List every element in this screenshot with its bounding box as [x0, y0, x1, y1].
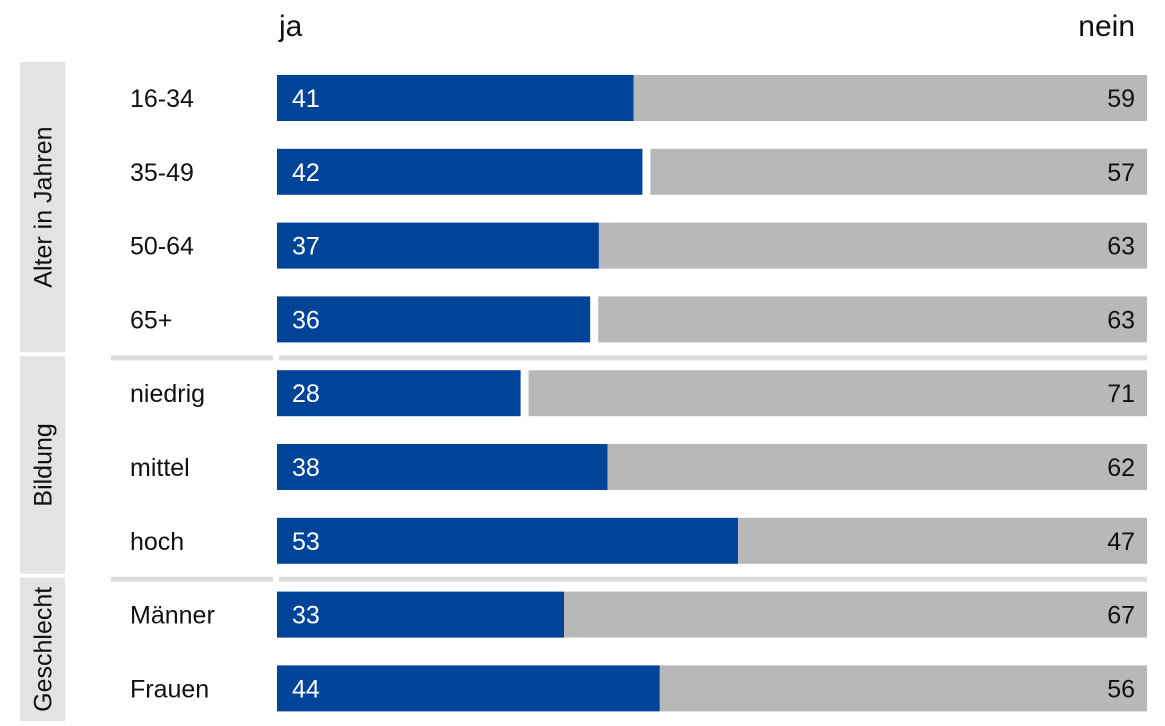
category-label: niedrig [130, 380, 205, 408]
data-label-ja: 53 [292, 528, 320, 556]
category-label: mittel [130, 454, 190, 482]
data-label-ja: 37 [292, 233, 320, 261]
group-separator [111, 355, 273, 361]
data-label-nein: 67 [1107, 602, 1135, 630]
legend-label-ja: ja [278, 10, 303, 43]
group-label: Alter in Jahren [30, 126, 58, 287]
group-label: Bildung [30, 423, 58, 506]
data-label-nein: 47 [1107, 528, 1135, 556]
category-label: 16-34 [130, 85, 194, 113]
group-panel [20, 577, 65, 721]
data-label-nein: 56 [1107, 675, 1135, 703]
bar-ja [277, 444, 608, 490]
group-separator [279, 576, 1147, 582]
category-label: 65+ [130, 306, 172, 334]
group-separator [279, 355, 1147, 361]
bar-nein [598, 222, 1147, 269]
data-label-nein: 71 [1107, 380, 1135, 408]
data-label-ja: 36 [292, 306, 320, 334]
bar-ja [277, 665, 660, 712]
bar-ja [277, 148, 643, 195]
category-label: Männer [130, 602, 215, 630]
category-label: Frauen [130, 675, 209, 703]
legend-label-nein: nein [1078, 10, 1135, 43]
bar-nein [659, 665, 1147, 712]
bar-nein [607, 444, 1147, 490]
data-label-ja: 33 [292, 602, 320, 630]
bar-ja [277, 296, 591, 343]
bar-ja [277, 370, 521, 417]
bar-ja [277, 591, 565, 638]
category-label: 35-49 [130, 159, 194, 187]
group-separator [111, 576, 273, 582]
bar-nein [738, 517, 1147, 564]
group-panel [20, 62, 65, 353]
data-label-nein: 59 [1107, 85, 1135, 113]
data-label-nein: 63 [1107, 233, 1135, 261]
bar-ja [277, 222, 599, 269]
category-label: hoch [130, 528, 184, 556]
data-label-ja: 28 [292, 380, 320, 408]
data-label-nein: 62 [1107, 454, 1135, 482]
data-label-nein: 57 [1107, 159, 1135, 187]
bar-nein [528, 370, 1147, 417]
category-label: 50-64 [130, 233, 194, 261]
group-panel [20, 356, 65, 574]
data-label-ja: 38 [292, 454, 320, 482]
bar-nein [650, 148, 1147, 195]
bar-ja [277, 75, 634, 121]
group-label: Geschlecht [30, 587, 58, 712]
bar-ja [277, 517, 739, 564]
bar-nein [564, 591, 1147, 638]
bar-nein [633, 75, 1147, 121]
data-label-ja: 44 [292, 675, 320, 703]
data-label-ja: 42 [292, 159, 320, 187]
data-label-ja: 41 [292, 85, 320, 113]
bar-nein [598, 296, 1147, 343]
data-label-nein: 63 [1107, 306, 1135, 334]
